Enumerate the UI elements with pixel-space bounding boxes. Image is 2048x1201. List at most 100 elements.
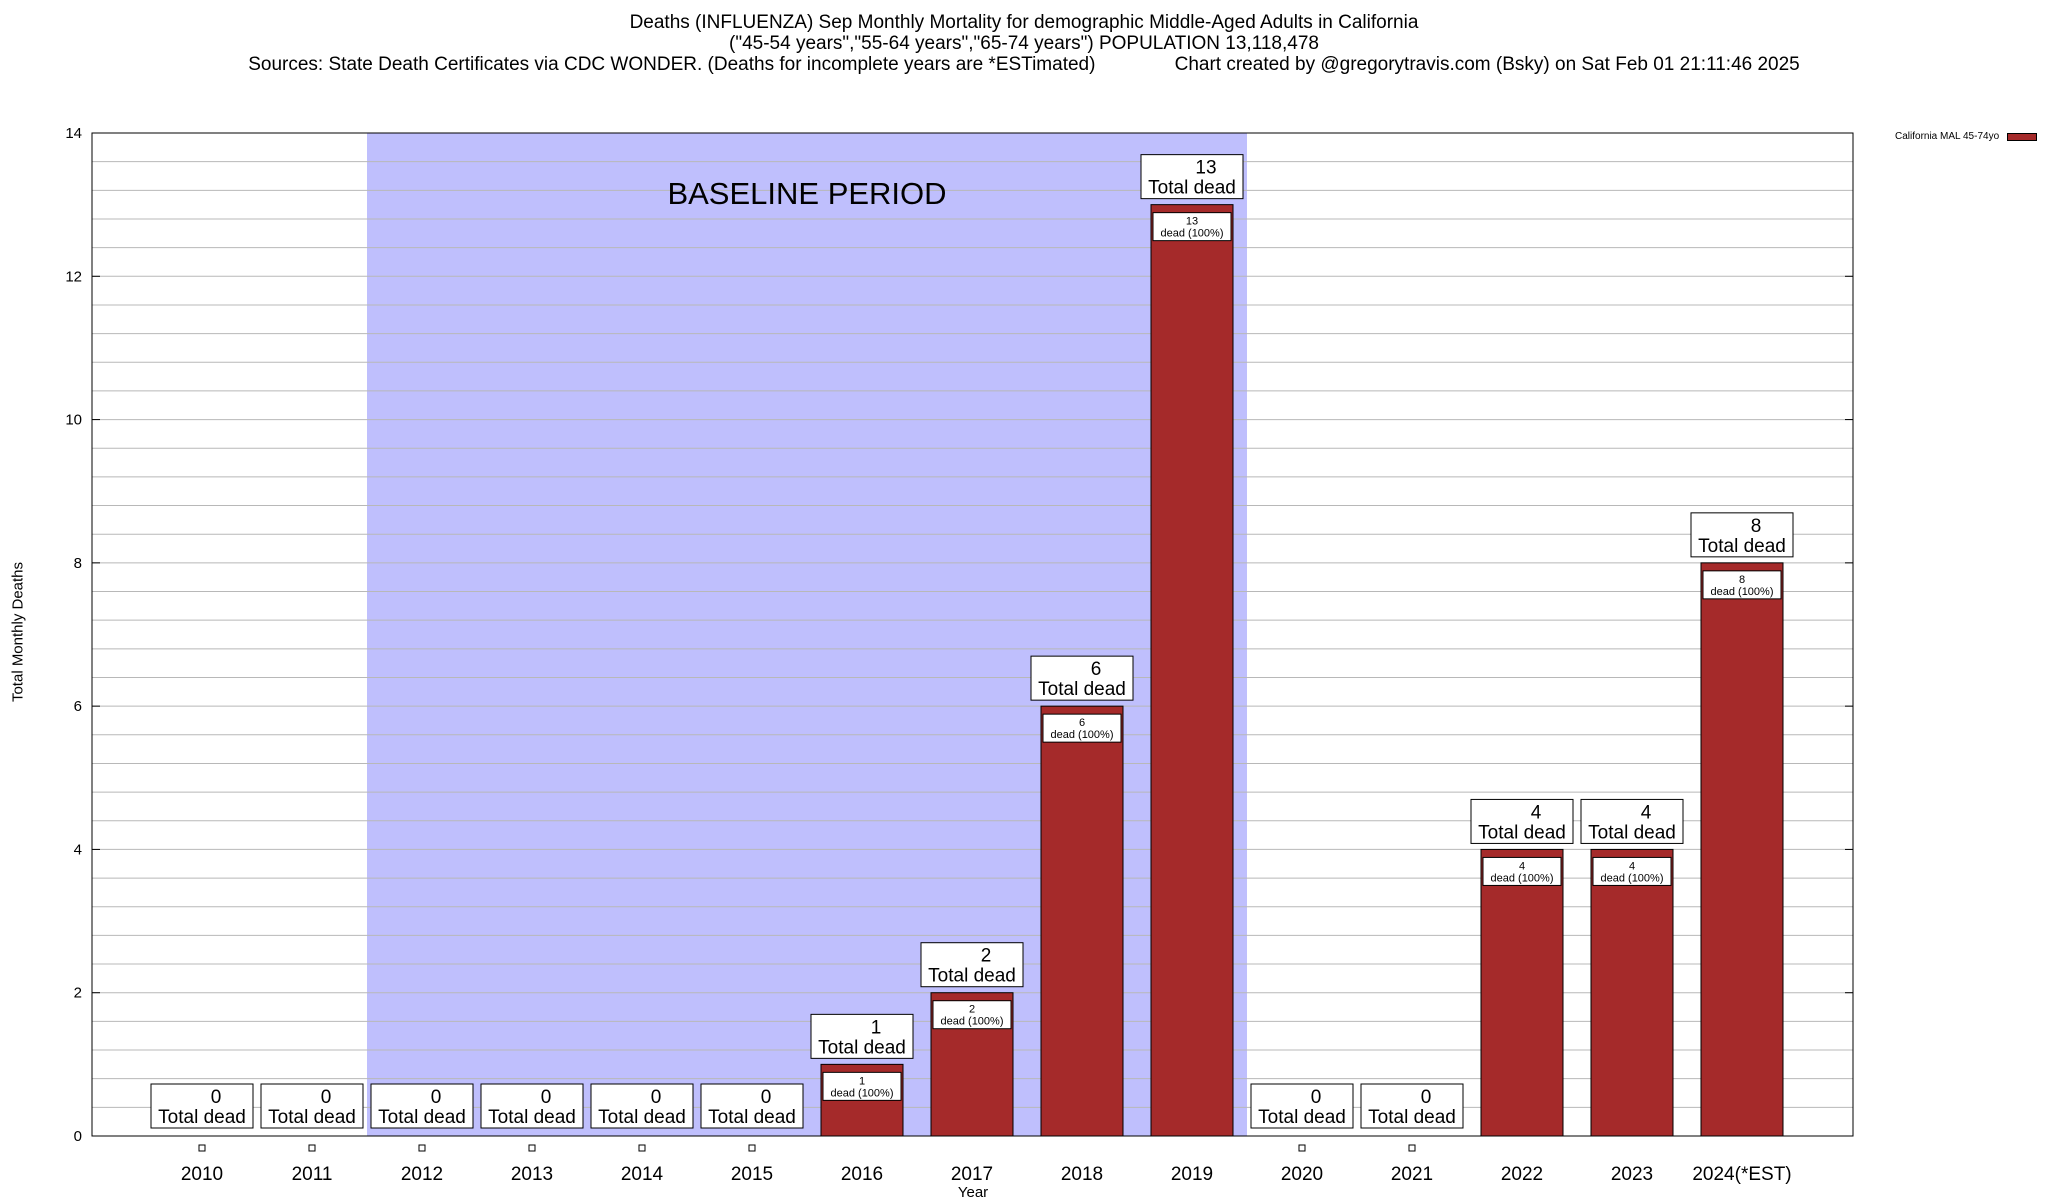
bar-inner-value: 2 (969, 1004, 975, 1016)
bar-total-value: 6 (1091, 659, 1102, 680)
bar-total-value: 0 (1421, 1087, 1432, 1108)
bar-total-label-box (370, 1083, 474, 1129)
bar-total-value: 2 (981, 946, 992, 967)
bar (1700, 562, 1784, 1137)
bar-inner-label-box (1042, 713, 1122, 743)
y-tick-label: 6 (74, 698, 82, 715)
x-tick-label: 2016 (841, 1164, 883, 1185)
bar-inner-label-box (1482, 856, 1562, 886)
zero-marker (1408, 1144, 1416, 1152)
bar-total-label: Total dead (598, 1107, 686, 1128)
bar-total-label: Total dead (928, 966, 1016, 987)
bar-inner-label: dead (100%) (1711, 586, 1774, 598)
bar-inner-label-box (1152, 212, 1232, 242)
bar-total-label: Total dead (488, 1107, 576, 1128)
bar-inner-value: 1 (859, 1075, 865, 1087)
zero-marker (198, 1144, 206, 1152)
bar-total-label: Total dead (708, 1107, 796, 1128)
bar-total-value: 0 (431, 1087, 442, 1108)
x-tick-label: 2022 (1501, 1164, 1543, 1185)
bar (1480, 848, 1564, 1137)
y-tick-label: 0 (74, 1128, 82, 1145)
bar-total-label-box (260, 1083, 364, 1129)
bar-total-label: Total dead (378, 1107, 466, 1128)
bar-total-label-box (810, 1013, 914, 1059)
bar-inner-value: 6 (1079, 717, 1085, 729)
baseline-label: BASELINE PERIOD (667, 176, 946, 211)
bar (1590, 848, 1674, 1137)
bar-inner-value: 8 (1739, 574, 1745, 586)
bar-total-value: 0 (761, 1087, 772, 1108)
x-tick-label: 2024(*EST) (1692, 1164, 1791, 1185)
bar-inner-value: 4 (1519, 860, 1525, 872)
bar-total-label-box (920, 942, 1024, 988)
bar-total-value: 0 (321, 1087, 332, 1108)
y-tick-label: 14 (65, 125, 82, 142)
x-tick-label: 2023 (1611, 1164, 1653, 1185)
x-tick-label: 2020 (1281, 1164, 1323, 1185)
bar-total-label: Total dead (1478, 822, 1566, 843)
bar-total-label: Total dead (1038, 679, 1126, 700)
bar-total-label: Total dead (1588, 822, 1676, 843)
x-tick-label: 2019 (1171, 1164, 1213, 1185)
bar-inner-label-box (1592, 856, 1672, 886)
x-tick-label: 2021 (1391, 1164, 1433, 1185)
zero-marker (528, 1144, 536, 1152)
y-tick-label: 4 (74, 841, 82, 858)
y-tick-label: 8 (74, 555, 82, 572)
x-tick-label: 2015 (731, 1164, 773, 1185)
bar-total-label-box (1470, 798, 1574, 844)
y-axis-label: Total Monthly Deaths (9, 561, 27, 703)
legend-label: California MAL 45-74yo (1895, 131, 2000, 142)
bar-total-label: Total dead (1368, 1107, 1456, 1128)
legend: California MAL 45-74yo (1895, 131, 2038, 142)
x-tick-label: 2014 (621, 1164, 664, 1185)
bar-inner-label-box (1702, 570, 1782, 600)
bar-total-label-box (590, 1083, 694, 1129)
bar-total-label: Total dead (268, 1107, 356, 1128)
x-tick-label: 2012 (401, 1164, 443, 1185)
bar (1040, 705, 1124, 1137)
plot-border (91, 132, 1854, 1137)
bar-total-label-box (1360, 1083, 1464, 1129)
x-axis-label: Year (957, 1184, 989, 1201)
bar-total-label-box (1250, 1083, 1354, 1129)
bar-total-value: 0 (211, 1087, 222, 1108)
bar-inner-label: dead (100%) (1161, 228, 1224, 240)
chart-subtitle: ("45-54 years","55-64 years","65-74 year… (729, 33, 1319, 54)
bar-total-label: Total dead (1258, 1107, 1346, 1128)
bar-inner-label-box (932, 1000, 1012, 1030)
zero-marker (748, 1144, 756, 1152)
bar-total-label-box (1580, 798, 1684, 844)
bar-inner-value: 13 (1186, 216, 1198, 228)
bar-total-value: 1 (871, 1017, 882, 1038)
bar-total-label-box (1690, 512, 1794, 558)
x-tick-label: 2017 (951, 1164, 993, 1185)
bar-inner-label: dead (100%) (1051, 729, 1114, 741)
zero-marker (418, 1144, 426, 1152)
bar-inner-label: dead (100%) (1601, 872, 1664, 884)
bar-total-label: Total dead (1698, 536, 1786, 557)
x-tick-label: 2011 (292, 1164, 333, 1185)
bar-inner-label: dead (100%) (831, 1087, 894, 1099)
bar (1150, 204, 1234, 1137)
bar-total-value: 8 (1751, 516, 1762, 537)
y-tick-label: 10 (65, 412, 82, 429)
bar-total-label-box (700, 1083, 804, 1129)
bar-total-value: 13 (1195, 158, 1216, 179)
bar-total-value: 4 (1641, 802, 1652, 823)
bar-total-label: Total dead (158, 1107, 246, 1128)
bar-total-label-box (150, 1083, 254, 1129)
x-tick-label: 2013 (511, 1164, 553, 1185)
bar-inner-label-box (822, 1071, 902, 1101)
bar-total-value: 0 (651, 1087, 662, 1108)
bar-total-value: 4 (1531, 802, 1542, 823)
bar-total-label: Total dead (818, 1037, 906, 1058)
bar-total-label-box (1030, 655, 1134, 701)
bar-inner-value: 4 (1629, 860, 1635, 872)
bar-total-label-box (1140, 154, 1244, 200)
chart-titles: Deaths (INFLUENZA) Sep Monthly Mortality… (0, 12, 2048, 75)
legend-swatch (2007, 132, 2038, 141)
zero-marker (308, 1144, 316, 1152)
